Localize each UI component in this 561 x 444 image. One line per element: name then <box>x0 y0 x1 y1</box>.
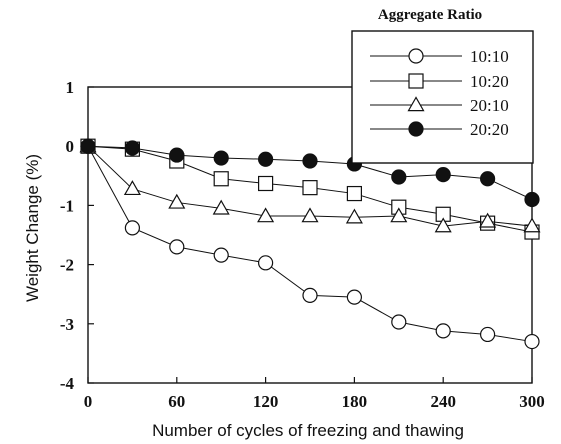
data-point <box>480 171 496 187</box>
legend-marker <box>408 121 424 137</box>
legend-label: 20:20 <box>470 120 509 139</box>
x-tick-label: 180 <box>342 392 368 411</box>
y-tick-label: -3 <box>60 315 74 334</box>
data-point <box>435 323 451 339</box>
data-point <box>301 207 319 223</box>
data-point <box>213 150 229 166</box>
data-point <box>168 193 186 209</box>
y-tick-label: -1 <box>60 196 74 215</box>
series-layer <box>79 137 541 350</box>
data-point <box>258 175 274 192</box>
data-point <box>435 167 451 183</box>
legend-marker <box>407 96 425 112</box>
x-tick-label: 60 <box>168 392 185 411</box>
legend-label: 20:10 <box>470 96 509 115</box>
legend-box <box>351 30 534 164</box>
legend-marker <box>408 73 424 89</box>
legend: Aggregate Ratio 10:10 10:20 20:10 20:20 <box>351 7 534 164</box>
y-tick-label: -4 <box>60 374 75 393</box>
x-axis-label: Number of cycles of freezing and thawing <box>152 421 464 440</box>
data-point <box>391 314 407 330</box>
data-point <box>524 191 540 208</box>
data-point <box>169 147 185 163</box>
series-line <box>87 145 533 343</box>
series-20-20 <box>80 138 540 208</box>
data-point <box>523 217 541 233</box>
data-point <box>302 287 318 303</box>
data-point <box>258 151 274 167</box>
data-point <box>169 239 185 255</box>
data-point <box>390 207 408 223</box>
data-point <box>257 207 275 223</box>
y-axis-label: Weight Change (%) <box>23 154 42 302</box>
legend-label: 10:20 <box>470 72 509 91</box>
y-tick-label: -2 <box>60 256 74 275</box>
data-point <box>124 140 140 156</box>
data-point <box>80 138 96 154</box>
legend-label: 10:10 <box>470 47 509 66</box>
y-tick-label: 1 <box>66 78 75 97</box>
data-point <box>345 208 363 224</box>
y-tick-label: 0 <box>66 137 75 156</box>
x-tick-label: 300 <box>519 392 545 411</box>
data-point <box>302 153 318 169</box>
data-point <box>524 333 540 350</box>
x-tick-label: 0 <box>84 392 93 411</box>
data-point <box>258 255 274 271</box>
data-point <box>346 289 362 305</box>
data-point <box>213 171 229 187</box>
data-point <box>302 180 318 196</box>
data-point <box>479 212 497 228</box>
legend-marker <box>408 48 424 64</box>
data-point <box>391 169 407 185</box>
x-tick-label: 240 <box>430 392 456 411</box>
data-point <box>123 180 141 196</box>
legend-title: Aggregate Ratio <box>378 7 482 23</box>
x-tick-label: 120 <box>253 392 279 411</box>
data-point <box>434 217 452 233</box>
data-point <box>124 220 140 236</box>
data-point <box>212 199 230 215</box>
data-point <box>213 247 229 263</box>
data-point <box>346 185 362 202</box>
data-point <box>480 326 496 343</box>
axes: 1 0 -1 -2 -3 -4 0 60 120 180 240 300 <box>60 78 545 411</box>
series-10-10 <box>80 138 540 350</box>
